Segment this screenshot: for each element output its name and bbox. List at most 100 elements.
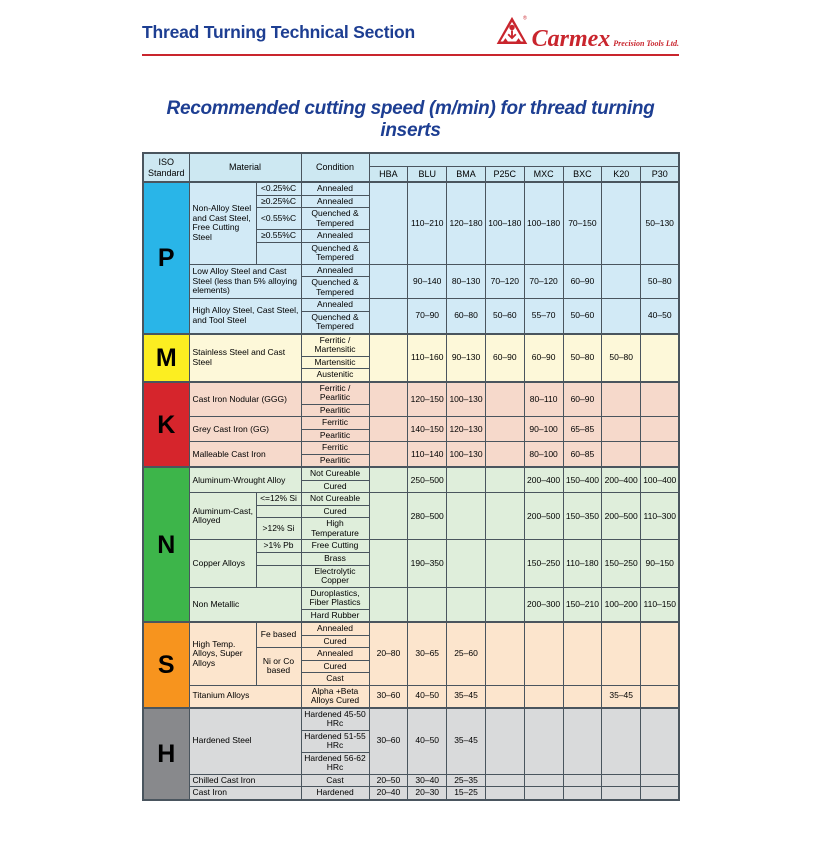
condition-cell: Not Cureable [300,492,370,506]
value-cell: 60–85 [562,441,603,468]
value-cell: 200–300 [523,586,564,623]
value-cell [368,466,409,494]
value-cell: 90–140 [407,263,448,300]
sub-material-cell [255,241,302,265]
value-cell: 150–210 [562,586,603,623]
value-cell: 20–80 [368,621,409,686]
sub-material-cell: <0.25%C [255,180,302,196]
col-header-material: Material [188,152,302,183]
value-cell [368,332,409,383]
value-cell: 40–50 [407,684,448,709]
value-cell: 100–400 [640,466,680,494]
condition-cell: Annealed [300,621,370,636]
sub-material-cell [255,504,302,519]
value-cell [523,773,564,788]
material-cell: Aluminum-Wrought Alloy [188,466,302,494]
value-cell [640,786,680,801]
value-cell: 30–60 [368,684,409,709]
value-cell: 20–40 [368,786,409,801]
condition-cell: Pearlitic [300,403,370,418]
col-header-grade: K20 [601,166,642,183]
carmex-logo: ® Carmex Precision Tools Ltd. [495,14,679,51]
value-cell: 40–50 [640,298,680,335]
value-cell: 250–500 [407,466,448,494]
value-cell: 40–50 [407,706,448,775]
value-cell: 60–90 [484,332,525,383]
value-cell [562,706,603,775]
value-cell: 100–180 [484,180,525,265]
value-cell [640,380,680,418]
value-cell: 70–150 [562,180,603,265]
material-cell: Aluminum-Cast, Alloyed [188,492,257,541]
value-cell: 110–300 [640,492,680,541]
value-cell [523,621,564,686]
sub-material-cell: ≥0.55%C [255,229,302,243]
sub-material-cell [255,552,302,566]
value-cell: 100–130 [446,441,486,468]
condition-cell: Quenched & Tempered [300,241,370,265]
condition-cell: Austenitic [300,368,370,383]
value-cell [640,332,680,383]
value-cell: 25–60 [446,621,486,686]
value-cell: 25–35 [446,773,486,788]
col-header-condition: Condition [300,152,370,183]
table-title: Recommended cutting speed (m/min) for th… [166,98,655,141]
condition-cell: Not Cureable [300,466,370,481]
value-cell [601,298,642,335]
value-cell: 120–150 [407,380,448,418]
condition-cell: Martensitic [300,355,370,370]
value-cell [601,621,642,686]
sub-material-cell: Ni or Co based [255,647,302,686]
value-cell: 20–30 [407,786,448,801]
value-cell [484,380,525,418]
value-cell: 200–400 [523,466,564,494]
value-cell: 80–110 [523,380,564,418]
value-cell: 50–80 [601,332,642,383]
value-cell: 150–250 [523,539,564,588]
value-cell: 110–180 [562,539,603,588]
value-cell [368,380,409,418]
material-cell: Non-Alloy Steel and Cast Steel, Free Cut… [188,180,257,265]
value-cell [601,180,642,265]
value-cell [446,586,486,623]
value-cell: 30–65 [407,621,448,686]
value-cell [640,416,680,443]
value-cell [601,706,642,775]
value-cell [640,773,680,788]
value-cell [523,786,564,801]
value-cell: 30–60 [368,706,409,775]
material-cell: High Alloy Steel, Cast Steel, and Tool S… [188,298,302,335]
grades-header-strip [368,152,680,167]
value-cell [484,621,525,686]
condition-cell: Annealed [300,647,370,661]
value-cell [562,621,603,686]
value-cell: 50–80 [562,332,603,383]
col-header-grade: MXC [523,166,564,183]
material-cell: Low Alloy Steel and Cast Steel (less tha… [188,263,302,300]
condition-cell: Cast [300,672,370,686]
value-cell: 200–500 [523,492,564,541]
condition-cell: Cured [300,634,370,649]
value-cell: 110–150 [640,586,680,623]
page-title: Thread Turning Technical Section [142,21,415,42]
value-cell [562,773,603,788]
condition-cell: Electrolytic Copper [300,564,370,588]
value-cell: 50–60 [484,298,525,335]
value-cell: 110–140 [407,441,448,468]
condition-cell: Free Cutting [300,539,370,553]
value-cell [368,298,409,335]
value-cell: 70–90 [407,298,448,335]
value-cell [368,416,409,443]
value-cell [368,441,409,468]
value-cell: 70–120 [484,263,525,300]
value-cell [446,539,486,588]
value-cell: 110–210 [407,180,448,265]
value-cell [368,539,409,588]
value-cell [446,466,486,494]
value-cell [368,492,409,541]
iso-letter-p: P [142,181,190,335]
value-cell [484,441,525,468]
value-cell: 100–130 [446,380,486,418]
value-cell [601,441,642,468]
header-divider [142,54,679,56]
